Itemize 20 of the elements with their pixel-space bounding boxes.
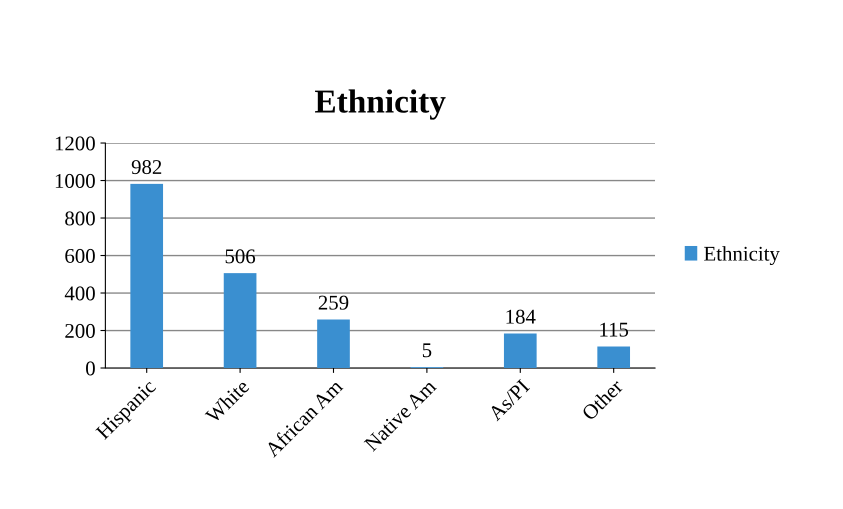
- data-label: 115: [600, 322, 628, 337]
- y-tick-label: 200: [65, 324, 95, 338]
- data-label: 184: [506, 310, 536, 324]
- data-label: 982: [132, 160, 162, 174]
- bar: [597, 346, 630, 368]
- y-tick-label: 600: [65, 248, 95, 263]
- y-tick-label: 800: [65, 211, 95, 226]
- data-label: 259: [318, 296, 348, 310]
- chart-title: Ethnicity: [315, 89, 446, 120]
- bar: [130, 184, 164, 368]
- legend-label: Ethnicity: [704, 246, 780, 266]
- bar: [224, 273, 256, 368]
- y-tick-label: 0: [86, 361, 95, 376]
- bar: [504, 334, 537, 368]
- data-label: 506: [226, 249, 256, 264]
- y-tick-label: 1000: [56, 174, 95, 188]
- bar: [317, 319, 350, 368]
- y-tick-label: 1200: [56, 136, 95, 150]
- y-tick-label: 400: [64, 286, 95, 300]
- data-label: 5: [422, 343, 432, 358]
